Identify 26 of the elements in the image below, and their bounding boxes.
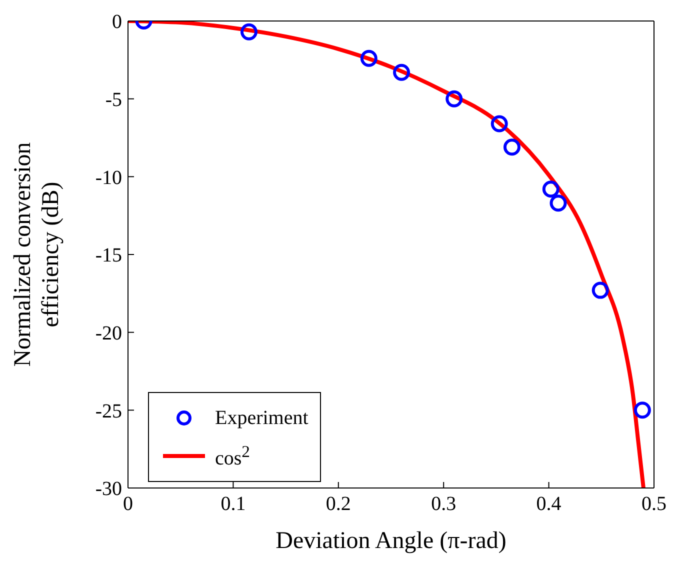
legend-label: cos$^{2}$ (215, 442, 250, 470)
point (393, 64, 410, 81)
point (503, 138, 520, 156)
y-tick-label: -25 (95, 400, 122, 422)
y-axis-title: Normalized conversion efficiency (dB) (10, 142, 64, 367)
point (542, 180, 560, 198)
point (446, 90, 463, 108)
y-tick-label: -20 (95, 322, 122, 344)
y-tick-label: 0 (112, 11, 122, 34)
x-tick-label: 0.1 (220, 493, 246, 516)
legend-label: Experiment (215, 406, 308, 428)
x-tick-label: 0.3 (431, 493, 456, 516)
x-tick-label: 0.5 (642, 493, 666, 516)
point (550, 194, 567, 212)
point (490, 115, 508, 132)
x-axis-title: Deviation Angle (π-rad) (276, 528, 506, 554)
point (360, 50, 378, 67)
y-tick-label: -10 (95, 166, 122, 189)
x-tick-label: 0.4 (536, 493, 562, 516)
y-tick-label: -5 (105, 88, 122, 111)
y-tick-label: -15 (95, 244, 122, 267)
point (240, 23, 258, 40)
point (592, 282, 609, 299)
x-tick-label: 0.2 (326, 493, 351, 516)
y-tick-label: -30 (95, 478, 122, 500)
point (634, 402, 651, 419)
